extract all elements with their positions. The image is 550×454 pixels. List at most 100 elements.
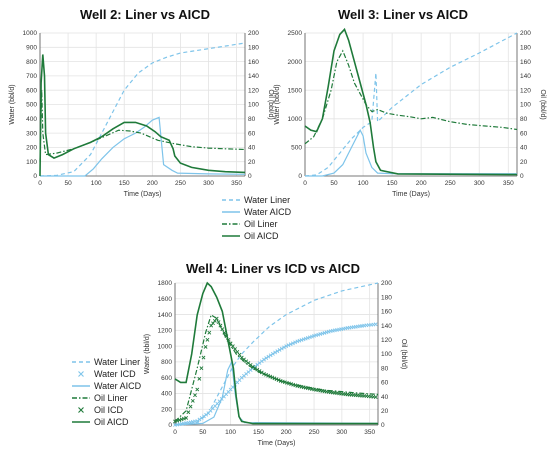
data-point-marker <box>303 336 308 341</box>
y2-tick-label: 140 <box>248 73 259 80</box>
y2-tick-label: 160 <box>520 59 531 66</box>
data-point-marker <box>255 367 260 372</box>
legend-item: Oil Liner <box>222 219 278 229</box>
data-point-marker <box>305 336 310 340</box>
y2-tick-label: 40 <box>381 394 389 401</box>
data-point-marker <box>270 375 275 380</box>
data-point-marker <box>203 344 208 349</box>
x-axis-title: Time (Days) <box>392 191 430 198</box>
charts-layer: 0 50 100 150 200 250 300 3500100200300400500600… <box>9 27 546 447</box>
data-point-marker <box>297 338 302 343</box>
data-point-marker <box>199 415 204 420</box>
data-point-marker <box>266 354 271 359</box>
y2-tick-label: 120 <box>520 87 531 94</box>
x-tick-label: 100 <box>225 429 236 436</box>
y-axis-title: Water (bbl/d) <box>9 84 16 124</box>
y2-axis-title: Oil (bbl/d) <box>267 89 274 119</box>
legend-marker <box>78 371 84 377</box>
series-line-oil-liner <box>304 49 518 145</box>
data-point-marker <box>299 338 304 342</box>
y2-tick-label: 80 <box>520 116 528 123</box>
y-tick-label: 1000 <box>288 116 303 123</box>
data-point-marker <box>290 341 295 346</box>
y2-tick-label: 100 <box>520 102 531 109</box>
data-point-marker <box>204 412 209 417</box>
data-point-marker <box>190 398 195 403</box>
data-point-marker <box>216 320 221 324</box>
series-line-water-liner <box>304 32 518 177</box>
x-tick-label: 200 <box>416 180 427 187</box>
data-point-marker <box>310 334 314 339</box>
series-line-oil-aicd <box>39 54 246 177</box>
y2-tick-label: 140 <box>381 323 392 330</box>
data-point-marker <box>282 345 286 350</box>
data-point-marker <box>295 339 300 344</box>
series-line-oil-liner <box>174 313 379 422</box>
data-point-marker <box>270 351 275 356</box>
data-point-marker <box>186 410 191 415</box>
data-point-marker <box>275 349 280 354</box>
series-water-icd <box>173 322 378 427</box>
y2-tick-label: 200 <box>520 30 531 37</box>
data-point-marker <box>202 414 206 419</box>
y2-tick-label: 120 <box>248 87 259 94</box>
data-point-marker <box>207 330 212 335</box>
legend-label: Oil Liner <box>94 393 128 403</box>
data-point-marker <box>205 337 210 342</box>
data-point-marker <box>195 419 200 423</box>
data-point-marker <box>373 395 378 399</box>
series-line-oil-aicd <box>174 281 378 425</box>
data-point-marker <box>218 323 223 328</box>
y2-tick-label: 0 <box>381 422 385 429</box>
y2-axis-title: Oil (bbl/d) <box>400 339 407 369</box>
data-point-marker <box>184 415 189 420</box>
legend-label: Water AICD <box>94 381 142 391</box>
y-tick-label: 1000 <box>158 343 173 350</box>
y2-tick-label: 180 <box>248 45 259 52</box>
data-point-marker <box>257 369 262 373</box>
x-tick-label: 150 <box>119 180 130 187</box>
y-tick-label: 1500 <box>288 87 303 94</box>
y-tick-label: 0 <box>33 173 37 180</box>
y-tick-label: 700 <box>26 73 37 80</box>
data-point-marker <box>264 372 268 377</box>
data-point-marker <box>268 374 273 379</box>
x-tick-label: 300 <box>474 180 485 187</box>
x-tick-label: 250 <box>445 180 456 187</box>
data-point-marker <box>288 342 293 347</box>
y2-tick-label: 80 <box>248 116 256 123</box>
x-tick-label: 0 <box>173 429 177 436</box>
y2-tick-label: 60 <box>520 130 528 137</box>
x-tick-label: 150 <box>387 180 398 187</box>
data-point-marker <box>193 393 197 398</box>
data-point-marker <box>293 340 298 345</box>
data-point-marker <box>264 356 269 361</box>
y-tick-label: 0 <box>298 173 302 180</box>
x-tick-label: 100 <box>91 180 102 187</box>
y2-tick-label: 160 <box>381 309 392 316</box>
data-point-marker <box>195 387 200 392</box>
data-point-marker <box>277 347 282 352</box>
legend-label: Water AICD <box>244 207 292 217</box>
x-tick-label: 300 <box>336 429 347 436</box>
data-point-marker <box>373 322 378 327</box>
legend-item: Oil AICD <box>222 231 279 241</box>
legend-marker <box>78 407 84 413</box>
data-point-marker <box>214 316 219 321</box>
x-tick-label: 150 <box>253 429 264 436</box>
x-tick-label: 250 <box>175 180 186 187</box>
y-tick-label: 400 <box>161 391 172 398</box>
x-axis-title: Time (Days) <box>258 440 296 447</box>
chart-title-well2: Well 2: Liner vs AICD <box>80 7 210 22</box>
y2-tick-label: 0 <box>520 173 524 180</box>
y-axis-title: Water (bbl/d) <box>144 334 151 374</box>
legend-label: Oil AICD <box>94 417 129 427</box>
series-line-water-aicd <box>40 116 246 177</box>
y-tick-label: 1000 <box>23 30 38 37</box>
y2-tick-label: 0 <box>248 173 252 180</box>
x-tick-label: 300 <box>203 180 214 187</box>
data-point-marker <box>276 378 281 383</box>
chart-3: 0 50 100 150 200 250 300 3500200400600800100012… <box>144 280 407 447</box>
data-point-marker <box>197 417 202 422</box>
